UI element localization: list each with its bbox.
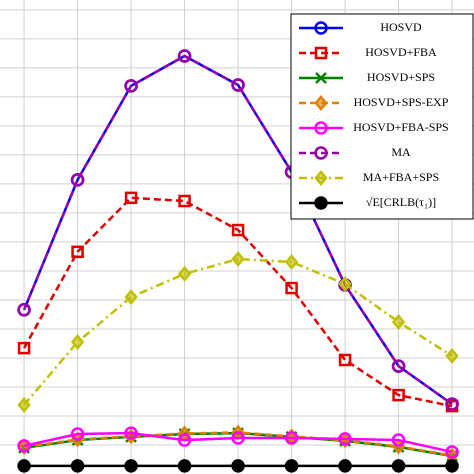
marker xyxy=(231,251,245,267)
marker xyxy=(445,445,459,459)
series-line xyxy=(22,54,453,406)
legend-marker xyxy=(314,170,328,186)
series-line xyxy=(22,196,453,408)
marker xyxy=(338,276,352,292)
marker xyxy=(178,194,191,208)
series-line xyxy=(23,431,453,454)
marker xyxy=(124,79,138,93)
marker xyxy=(124,289,138,306)
marker xyxy=(70,459,85,473)
legend-label: HOSVD xyxy=(380,20,422,34)
marker xyxy=(391,359,406,373)
series-line xyxy=(23,257,453,406)
marker xyxy=(445,459,459,473)
marker xyxy=(70,334,85,350)
legend-label: HOSVD+SPS xyxy=(367,70,435,84)
marker xyxy=(71,245,84,259)
marker xyxy=(231,223,245,237)
marker xyxy=(391,433,406,447)
marker xyxy=(284,253,299,270)
legend-label: MA+FBA+SPS xyxy=(363,170,439,184)
marker xyxy=(177,265,192,282)
marker xyxy=(338,432,352,446)
marker xyxy=(17,303,31,317)
legend-marker xyxy=(314,21,328,35)
marker xyxy=(124,191,138,205)
marker xyxy=(17,439,31,453)
legend-marker xyxy=(314,121,328,135)
legend-marker xyxy=(314,196,328,210)
legend-label: MA xyxy=(391,145,411,159)
legend-label: HOSVD+FBA-SPS xyxy=(353,120,448,134)
marker xyxy=(231,431,245,445)
marker xyxy=(70,427,85,441)
legend: HOSVD HOSVD+FBA HOSVD+SPS HOSVD+SPS-EXP HOSV… xyxy=(290,13,474,220)
marker xyxy=(391,314,406,330)
marker xyxy=(177,459,192,473)
marker xyxy=(231,459,245,473)
legend-label: HOSVD+SPS-EXP xyxy=(354,95,449,109)
legend-marker xyxy=(314,46,328,60)
marker xyxy=(284,459,299,473)
marker xyxy=(17,341,31,355)
marker xyxy=(17,397,31,413)
marker xyxy=(285,281,298,295)
marker xyxy=(392,388,405,402)
marker xyxy=(338,353,352,367)
legend-marker xyxy=(314,95,328,111)
marker xyxy=(124,459,138,473)
marker xyxy=(338,459,352,473)
marker xyxy=(284,431,299,445)
marker xyxy=(231,78,245,92)
marker xyxy=(177,49,192,63)
legend-label: √E[CRLB(τ₁)] xyxy=(366,195,436,209)
marker xyxy=(445,397,459,411)
marker xyxy=(391,459,406,473)
marker xyxy=(17,459,31,473)
marker xyxy=(177,433,192,447)
legend-label: HOSVD+FBA xyxy=(365,45,437,59)
legend-marker xyxy=(315,72,327,84)
marker xyxy=(445,347,459,364)
marker xyxy=(70,173,85,187)
marker xyxy=(124,426,138,440)
legend-marker xyxy=(314,146,328,160)
